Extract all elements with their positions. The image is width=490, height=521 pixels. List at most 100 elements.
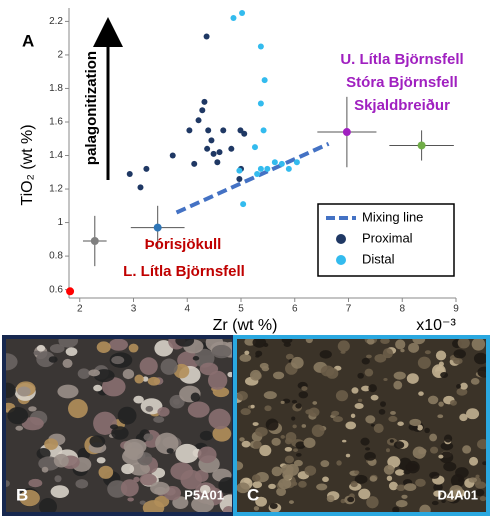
grain [470, 377, 480, 385]
grain [335, 390, 349, 402]
grain [139, 500, 146, 505]
grain [474, 488, 485, 497]
grain [374, 353, 387, 363]
grain [475, 481, 486, 489]
grain [456, 384, 461, 389]
grain [276, 487, 287, 497]
grain [473, 352, 486, 365]
grain [370, 424, 375, 427]
grain [301, 424, 307, 428]
data-point [278, 160, 285, 167]
grain [439, 451, 454, 464]
data-point [203, 33, 210, 40]
grain [345, 453, 351, 458]
grain [180, 469, 203, 490]
grain [357, 398, 363, 403]
grain [468, 477, 478, 483]
grain [406, 460, 420, 474]
grain [424, 350, 431, 355]
grain [388, 481, 398, 491]
data-point [216, 149, 223, 156]
x-axis-label: Zr (wt %) [213, 317, 278, 334]
grain [369, 475, 378, 482]
grain [449, 484, 463, 498]
data-point [195, 117, 202, 124]
grain [192, 356, 200, 361]
grain [482, 461, 486, 466]
photo-border [233, 335, 490, 516]
grain [284, 446, 293, 452]
grain [285, 353, 294, 360]
grain [121, 463, 135, 475]
legend-label: Distal [362, 251, 395, 266]
grain [368, 384, 377, 393]
grain [295, 452, 302, 457]
grain [401, 494, 408, 499]
grain [284, 455, 295, 464]
grain [383, 464, 395, 475]
grain [250, 404, 255, 409]
grain [459, 413, 468, 422]
grain [253, 506, 260, 511]
data-point [251, 144, 258, 151]
grain [393, 371, 406, 380]
arrow-label: palagonitization [83, 51, 100, 165]
grain [408, 342, 420, 353]
grain [326, 367, 339, 379]
grain [268, 483, 276, 490]
grain [250, 369, 262, 381]
grain [293, 448, 298, 452]
grain [28, 478, 43, 488]
grain [172, 398, 180, 405]
x-tick-label: 3 [131, 304, 137, 315]
grain [36, 447, 51, 460]
grain [98, 465, 114, 479]
annotation: U. Lítla Björnsfell [340, 51, 463, 68]
grain [15, 425, 24, 431]
grain [265, 418, 279, 431]
grain [393, 441, 405, 449]
grain [49, 343, 65, 354]
sample-point [90, 237, 99, 246]
grain [332, 416, 343, 423]
grain [361, 385, 371, 392]
sample-point [66, 287, 75, 296]
grain [301, 386, 308, 391]
grain [280, 434, 285, 439]
grain [127, 497, 134, 502]
grain [241, 440, 251, 448]
grain [316, 483, 328, 491]
grain [303, 437, 316, 449]
grain [62, 358, 73, 368]
grain [427, 395, 439, 405]
grain [312, 401, 318, 405]
grain [252, 481, 263, 489]
grain [6, 353, 18, 371]
grain [240, 408, 251, 416]
photo-label: P5A01 [184, 487, 224, 502]
grain [415, 478, 426, 487]
grain [417, 356, 431, 369]
grain [383, 377, 388, 381]
grain [282, 469, 294, 480]
grain [441, 499, 446, 504]
grain [396, 484, 406, 492]
grain [298, 480, 307, 488]
grain [455, 467, 469, 479]
grain [255, 426, 268, 437]
sample-point [417, 141, 426, 150]
grain [416, 424, 423, 431]
grain [263, 391, 277, 400]
grain [7, 407, 29, 425]
grain [93, 384, 103, 392]
photo-letter: C [247, 485, 259, 504]
y-axis-label: TiO₂ (wt %) [19, 124, 36, 205]
grain [21, 416, 44, 431]
data-point [186, 127, 193, 134]
grain [477, 366, 486, 378]
data-point [191, 160, 198, 167]
data-point [137, 184, 144, 191]
data-point [143, 165, 150, 172]
grain [364, 451, 376, 461]
